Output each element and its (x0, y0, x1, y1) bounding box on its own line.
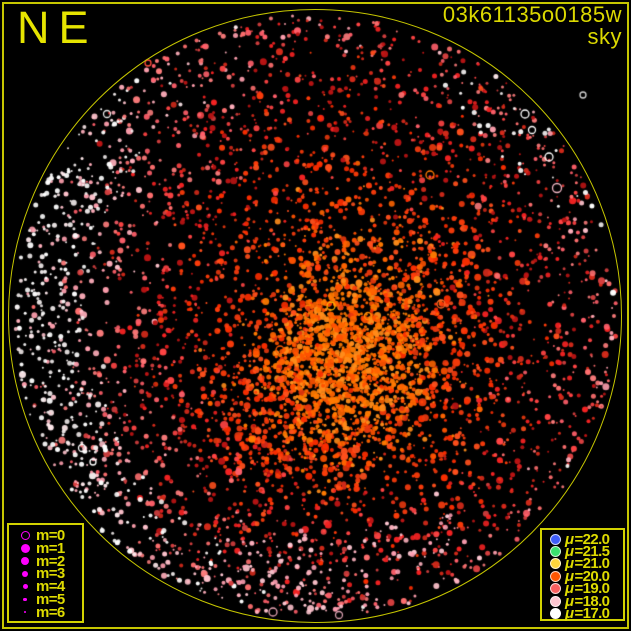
size-legend: m=0 m=1 m=2 m=3 m=4 m=5 m=6 (7, 523, 84, 623)
brightness-marker-icon (546, 608, 565, 620)
sky-label: sky (587, 24, 622, 49)
magnitude-marker-icon (14, 570, 36, 578)
magnitude-marker-icon (14, 584, 36, 590)
legend-row: m=6 (14, 603, 82, 621)
brightness-marker-icon (546, 546, 565, 558)
legend-row: m=2 (14, 552, 82, 570)
legend-row: m=4 (14, 578, 82, 596)
field-id-label: 03k61135o0185w (442, 2, 622, 27)
brightness-marker-icon (546, 558, 565, 570)
brightness-legend-label: μ=20.0 (565, 567, 610, 585)
legend-row: m=5 (14, 590, 82, 608)
legend-row: μ=21.5 (546, 543, 623, 561)
brightness-marker-icon (546, 570, 565, 582)
brightness-legend: μ=22.0 μ=21.5 μ=21.0 μ=20.0 μ=19.0 μ=18.0 μ=17… (540, 528, 625, 623)
brightness-legend-rows: μ=22.0 μ=21.5 μ=21.0 μ=20.0 μ=19.0 μ=18.0 μ=17… (546, 530, 623, 623)
magnitude-marker-icon (14, 611, 36, 614)
legend-row: μ=17.0 (546, 605, 623, 623)
brightness-legend-label: μ=19.0 (565, 580, 610, 598)
size-legend-label: m=2 (36, 552, 65, 570)
brightness-legend-label: μ=22.0 (565, 530, 610, 548)
legend-row: μ=18.0 (546, 592, 623, 610)
brightness-marker-icon (546, 533, 565, 545)
legend-row: μ=22.0 (546, 530, 623, 548)
legend-row: m=1 (14, 539, 82, 557)
legend-row: μ=19.0 (546, 580, 623, 598)
field-boundary-circle (8, 9, 622, 623)
compass-label: NE (17, 2, 98, 53)
size-legend-label: m=1 (36, 539, 65, 557)
brightness-legend-label: μ=21.0 (565, 555, 610, 573)
size-legend-label: m=0 (36, 526, 65, 544)
title-block: 03k61135o0185w sky (443, 4, 622, 48)
legend-row: m=0 (14, 526, 82, 544)
brightness-marker-icon (546, 595, 565, 607)
brightness-legend-label: μ=21.5 (565, 543, 610, 561)
size-legend-label: m=4 (36, 578, 65, 596)
size-legend-label: m=5 (36, 590, 65, 608)
magnitude-marker-icon (14, 597, 36, 602)
brightness-marker-icon (546, 583, 565, 595)
magnitude-marker-icon (14, 556, 36, 565)
size-legend-rows: m=0 m=1 m=2 m=3 m=4 m=5 m=6 (14, 526, 82, 621)
magnitude-marker-icon (14, 530, 36, 540)
size-legend-label: m=3 (36, 565, 65, 583)
brightness-legend-label: μ=18.0 (565, 592, 610, 610)
brightness-legend-label: μ=17.0 (565, 605, 610, 623)
legend-row: m=3 (14, 565, 82, 583)
legend-row: μ=21.0 (546, 555, 623, 573)
magnitude-marker-icon (14, 543, 36, 553)
size-legend-label: m=6 (36, 603, 65, 621)
legend-row: μ=20.0 (546, 567, 623, 585)
